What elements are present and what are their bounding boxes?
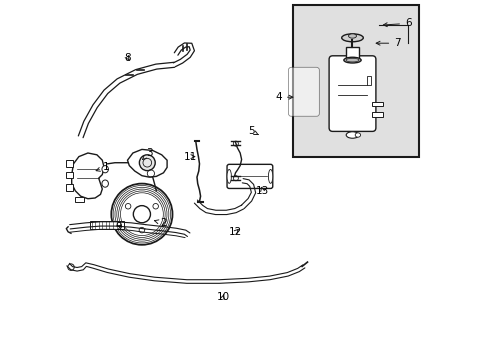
Ellipse shape: [102, 180, 108, 187]
Text: 8: 8: [124, 53, 131, 63]
Text: 5: 5: [248, 126, 258, 136]
Bar: [66, 184, 73, 191]
Ellipse shape: [346, 58, 358, 62]
Text: 9: 9: [115, 222, 122, 232]
Text: 2: 2: [154, 218, 166, 228]
Ellipse shape: [354, 133, 360, 137]
Circle shape: [153, 203, 158, 209]
Bar: [66, 172, 73, 178]
Text: 4: 4: [275, 92, 292, 102]
Bar: [371, 112, 382, 117]
Polygon shape: [127, 149, 167, 177]
Bar: [366, 76, 370, 85]
FancyBboxPatch shape: [288, 67, 319, 116]
Text: 3: 3: [142, 148, 152, 159]
Text: 13: 13: [255, 186, 268, 196]
Bar: [292, 5, 418, 157]
Text: 10: 10: [216, 292, 229, 302]
Bar: [346, 47, 358, 59]
Circle shape: [125, 203, 131, 209]
Bar: [66, 160, 73, 167]
Circle shape: [139, 228, 144, 233]
Bar: [371, 102, 382, 106]
Text: 6: 6: [383, 18, 411, 28]
Ellipse shape: [268, 170, 272, 183]
Bar: [89, 221, 123, 229]
Ellipse shape: [226, 170, 231, 183]
Text: 7: 7: [375, 38, 400, 48]
Circle shape: [139, 155, 155, 171]
Text: 1: 1: [96, 162, 109, 172]
Ellipse shape: [348, 34, 356, 38]
Circle shape: [133, 206, 150, 223]
Text: 12: 12: [228, 227, 242, 237]
Polygon shape: [72, 153, 104, 199]
Ellipse shape: [346, 132, 358, 138]
Bar: [75, 197, 84, 202]
FancyBboxPatch shape: [226, 164, 272, 189]
Text: 11: 11: [183, 152, 197, 162]
FancyBboxPatch shape: [328, 56, 375, 131]
Ellipse shape: [343, 57, 361, 63]
Ellipse shape: [341, 34, 363, 42]
Ellipse shape: [102, 166, 108, 173]
